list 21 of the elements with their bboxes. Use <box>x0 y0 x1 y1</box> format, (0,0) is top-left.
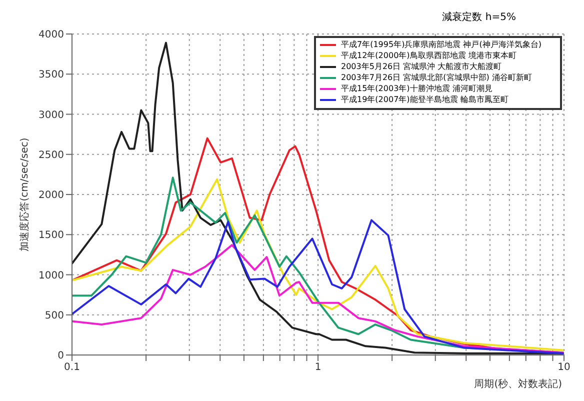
legend-label: 平成19年(2007年)能登半島地震 輪島市鳳至町 <box>341 95 508 105</box>
y-tick-label: 2500 <box>38 150 64 161</box>
x-tick-label: 10 <box>558 362 570 374</box>
x-tick-label: 0.1 <box>64 362 80 374</box>
y-tick-label: 1000 <box>38 270 64 282</box>
legend-label: 2003年5月26日 宮城県沖 大船渡市大船渡町 <box>341 62 502 72</box>
y-tick-label: 2000 <box>38 190 64 202</box>
legend-label: 平成15年(2003年)十勝沖地震 浦河町潮見 <box>341 84 492 94</box>
legend-label: 2003年7月26日 宮城県北部(宮城県中部) 涌谷町新町 <box>341 73 532 83</box>
y-axis-title: 加速度応答(cm/sec/sec) <box>18 138 31 252</box>
legend-label: 平成7年(1995年)兵庫県南部地震 神戸(神戸海洋気象台) <box>341 40 542 50</box>
y-tick-label: 0 <box>58 350 64 362</box>
y-tick-label: 3000 <box>38 110 64 121</box>
legend-label: 平成12年(2000年)鳥取県西部地震 境港市東本町 <box>341 51 516 61</box>
x-tick-label: 1 <box>314 362 322 374</box>
y-tick-label: 3500 <box>38 70 64 81</box>
chart-subtitle: 減衰定数 h=5% <box>442 10 516 24</box>
y-tick-label: 1500 <box>38 230 64 242</box>
y-tick-label: 4000 <box>38 30 64 41</box>
x-axis-title: 周期(秒、対数表記) <box>474 378 562 390</box>
y-tick-label: 500 <box>44 310 64 322</box>
